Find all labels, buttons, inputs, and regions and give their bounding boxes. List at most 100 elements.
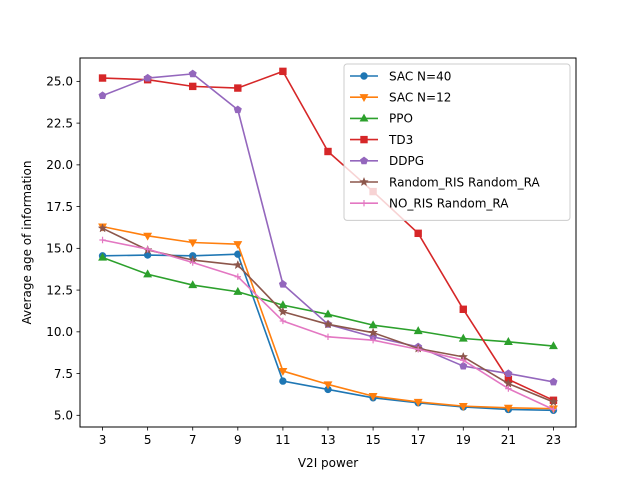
y-tick-label: 20.0 (46, 158, 73, 172)
y-axis-label: Average age of information (20, 161, 34, 325)
legend-label: NO_RIS Random_RA (389, 197, 509, 211)
data-point (503, 337, 513, 345)
x-tick-label: 9 (234, 433, 242, 447)
legend-marker (360, 72, 368, 80)
data-point (413, 326, 423, 335)
legend-item: SAC N=12 (350, 91, 451, 105)
legend-label: SAC N=40 (389, 69, 451, 83)
data-point (143, 73, 152, 82)
plot-area (97, 67, 559, 415)
data-point (232, 259, 243, 270)
legend-label: PPO (389, 112, 413, 126)
data-point (143, 269, 153, 278)
data-point (460, 357, 467, 364)
data-point (234, 273, 242, 280)
legend-item: DDPG (350, 154, 424, 168)
data-point (368, 327, 378, 337)
data-point (233, 286, 243, 295)
data-point (413, 398, 423, 407)
data-point (458, 333, 468, 342)
series-sac-n-12 (98, 223, 558, 414)
legend-label: DDPG (389, 154, 424, 168)
series-no-ris-random-ra (99, 236, 557, 413)
legend: SAC N=40 SAC N=12 PPO TD3 DDPG Random_RIS Ran… (343, 63, 571, 221)
y-tick-label: 5.0 (54, 409, 73, 423)
legend-label: SAC N=12 (389, 91, 451, 105)
data-point (98, 74, 107, 82)
legend-marker (359, 156, 369, 165)
x-tick-label: 3 (99, 433, 107, 447)
data-point (97, 223, 108, 233)
data-point (278, 280, 287, 288)
legend-item: Random_RIS Random_RA (350, 175, 541, 189)
data-point (189, 259, 196, 266)
y-axis: 5.0 7.5 10.0 12.5 15.0 17.5 20.0 22.5 25.0 (46, 75, 80, 423)
data-point (279, 67, 287, 76)
x-tick-label: 19 (456, 433, 471, 447)
data-point (144, 245, 151, 253)
data-point (369, 336, 377, 344)
x-tick-label: 11 (275, 433, 290, 447)
x-tick-label: 5 (144, 433, 152, 447)
y-tick-label: 12.5 (46, 283, 73, 297)
data-point (233, 241, 243, 249)
y-tick-label: 25.0 (46, 75, 73, 89)
legend-marker (359, 94, 369, 103)
legend-item: NO_RIS Random_RA (350, 197, 509, 211)
data-point (323, 309, 333, 318)
data-point (233, 105, 242, 114)
y-tick-label: 22.5 (46, 116, 73, 130)
legend-marker (360, 135, 368, 144)
data-point (324, 333, 332, 341)
x-tick-label: 23 (546, 433, 561, 447)
data-point (368, 393, 378, 401)
data-point (189, 82, 197, 91)
y-tick-label: 15.0 (46, 242, 73, 256)
data-point (459, 361, 468, 370)
x-tick-label: 7 (189, 433, 197, 447)
y-tick-label: 17.5 (46, 200, 73, 214)
data-point (278, 306, 288, 316)
data-point (99, 236, 106, 244)
data-point (323, 319, 333, 329)
x-tick-label: 15 (365, 433, 380, 447)
series-random-ris-random-ra (97, 223, 559, 407)
data-point (143, 232, 153, 241)
data-point (504, 369, 513, 377)
x-tick-label: 21 (501, 433, 516, 447)
x-tick-label: 13 (320, 433, 335, 447)
data-point (98, 252, 108, 261)
legend-item: SAC N=40 (350, 69, 451, 83)
legend-marker (360, 200, 368, 207)
data-point (188, 69, 197, 78)
data-point (279, 317, 287, 325)
data-point (548, 396, 559, 407)
data-point (278, 367, 288, 376)
x-tick-label: 17 (411, 433, 426, 447)
legend-frame (343, 63, 571, 221)
data-point (414, 346, 422, 353)
data-point (188, 280, 198, 289)
data-point (505, 385, 512, 392)
data-point (549, 377, 558, 386)
data-point (234, 84, 242, 92)
legend-label: Random_RIS Random_RA (389, 175, 541, 189)
data-point (279, 377, 287, 385)
data-point (550, 406, 557, 413)
x-axis: 3 5 7 9 11 13 15 17 19 21 23 (99, 427, 561, 447)
data-point (414, 229, 422, 238)
legend-label: TD3 (388, 133, 413, 147)
legend-item: TD3 (350, 133, 413, 147)
y-tick-label: 7.5 (54, 367, 73, 381)
data-point (188, 239, 198, 248)
legend-marker (359, 176, 369, 187)
data-point (458, 403, 468, 411)
x-axis-label: V2I power (298, 456, 358, 470)
data-point (324, 147, 332, 156)
data-point (503, 404, 513, 413)
legend-marker (359, 113, 369, 122)
data-point (459, 305, 467, 313)
data-point (98, 91, 107, 99)
